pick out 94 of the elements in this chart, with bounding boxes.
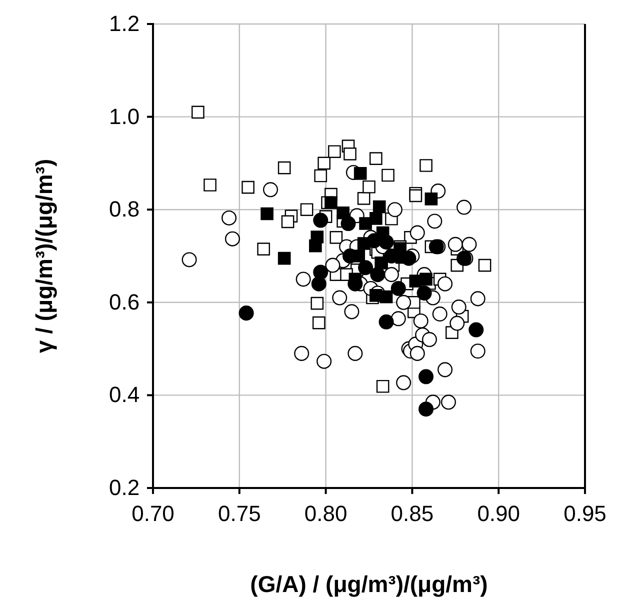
- point: [328, 145, 341, 158]
- point: [418, 369, 434, 384]
- point: [344, 148, 356, 160]
- point: [438, 362, 453, 378]
- point: [384, 267, 399, 282]
- point: [470, 291, 486, 306]
- point: [262, 182, 278, 198]
- point: [192, 106, 204, 119]
- point: [324, 196, 338, 210]
- point: [420, 159, 432, 172]
- point: [462, 236, 477, 252]
- point: [396, 375, 412, 390]
- point: [340, 216, 356, 232]
- point: [316, 354, 332, 369]
- point: [278, 252, 291, 265]
- point: [396, 294, 412, 310]
- point: [432, 306, 448, 322]
- y-tick-label: 0.6: [109, 289, 140, 314]
- point: [362, 180, 376, 194]
- point: [281, 215, 294, 228]
- point: [378, 314, 394, 330]
- y-tick-label: 0.8: [109, 196, 140, 222]
- point: [325, 258, 340, 273]
- point: [182, 252, 197, 268]
- point: [278, 161, 291, 174]
- x-tick-label: 0.85: [390, 501, 434, 526]
- point: [401, 250, 416, 266]
- point: [257, 242, 270, 256]
- point: [242, 180, 254, 194]
- point: [260, 207, 274, 220]
- point: [330, 231, 343, 244]
- point: [420, 272, 432, 286]
- point: [370, 212, 382, 225]
- point: [344, 304, 360, 320]
- point: [314, 169, 328, 182]
- point: [410, 225, 425, 240]
- point: [336, 206, 350, 220]
- point: [440, 394, 456, 410]
- y-tick-label: 1.2: [109, 11, 140, 36]
- point: [424, 192, 438, 206]
- point: [468, 322, 484, 338]
- point: [416, 286, 432, 301]
- point: [294, 346, 310, 361]
- point: [300, 203, 314, 216]
- point: [204, 178, 216, 192]
- point: [313, 212, 328, 228]
- point: [450, 316, 465, 331]
- point: [387, 202, 402, 218]
- point: [310, 296, 324, 310]
- point: [354, 167, 367, 180]
- point: [370, 152, 382, 165]
- point: [427, 214, 442, 229]
- point: [470, 344, 486, 359]
- point: [296, 272, 311, 287]
- point: [378, 234, 394, 250]
- point: [380, 290, 393, 304]
- point: [409, 189, 422, 202]
- point: [348, 346, 363, 361]
- point: [372, 200, 386, 214]
- point: [438, 276, 453, 292]
- x-tick-label: 0.95: [564, 501, 606, 526]
- point: [456, 200, 472, 215]
- x-tick-label: 0.70: [132, 501, 174, 526]
- point: [357, 192, 370, 205]
- point: [309, 239, 322, 252]
- point: [382, 168, 394, 182]
- y-tick-label: 0.2: [109, 475, 140, 500]
- point: [448, 236, 463, 252]
- point: [313, 264, 328, 280]
- y-tick-label: 0.4: [109, 382, 140, 408]
- point: [222, 210, 237, 226]
- point: [312, 316, 326, 330]
- point: [418, 402, 434, 417]
- x-tick-label: 0.90: [477, 501, 520, 526]
- point: [451, 300, 466, 315]
- point: [390, 280, 406, 296]
- point: [366, 233, 382, 248]
- point: [332, 290, 348, 306]
- y-axis-title: γ / (μg/m³)/(μg/m³): [31, 158, 57, 354]
- x-tick-label: 0.75: [218, 501, 261, 526]
- x-axis-title: (G/A) / (μg/m³)/(μg/m³): [250, 571, 488, 597]
- point: [224, 231, 240, 246]
- point: [478, 258, 492, 272]
- point: [413, 313, 428, 328]
- point: [370, 267, 386, 282]
- point: [358, 260, 374, 276]
- point: [376, 380, 390, 393]
- point: [422, 332, 437, 348]
- point: [410, 346, 425, 361]
- point: [238, 306, 254, 321]
- y-tick-label: 1.0: [109, 104, 140, 129]
- point: [390, 311, 406, 326]
- point: [318, 156, 330, 170]
- x-tick-label: 0.80: [304, 501, 348, 526]
